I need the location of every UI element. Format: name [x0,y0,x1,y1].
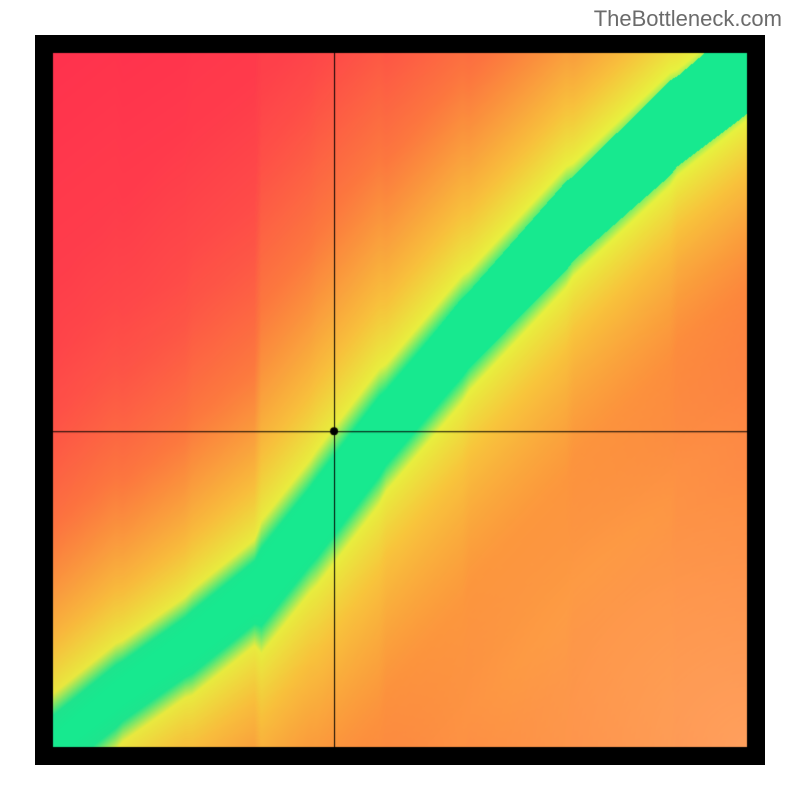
root: TheBottleneck.com [0,0,800,800]
heatmap-plot [35,35,765,765]
attribution-text: TheBottleneck.com [594,6,782,32]
heatmap-canvas [35,35,765,765]
